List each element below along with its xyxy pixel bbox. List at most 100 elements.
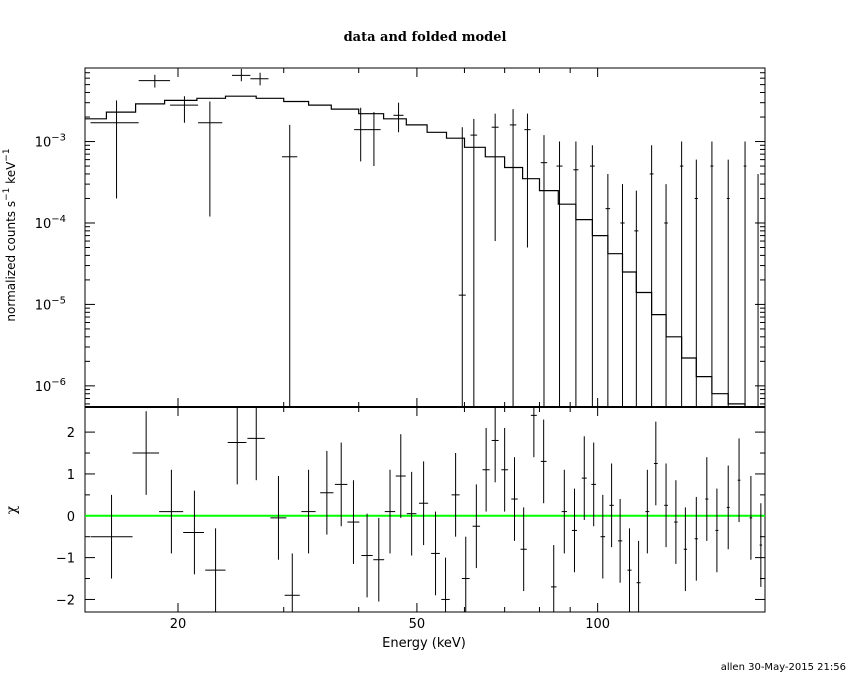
residual-point [472, 484, 481, 569]
residual-point [441, 557, 450, 612]
residual-y-tick-label: −1 [56, 552, 75, 567]
residual-point [520, 507, 527, 592]
data-point [694, 159, 698, 407]
data-point [524, 113, 531, 248]
x-tick-label: 100 [585, 617, 610, 632]
residual-point [540, 419, 547, 504]
residual-y-tick-label: 2 [67, 426, 75, 441]
y-tick-label: 10−3 [35, 133, 66, 151]
residual-y-tick-label: −2 [56, 593, 75, 608]
y-axis-label: normalized counts s−1 keV−1 [2, 148, 18, 321]
residual-point [600, 494, 606, 579]
residual-point [664, 463, 668, 548]
residual-point [334, 442, 348, 527]
data-point [231, 68, 251, 82]
residual-y-tick-label: 0 [67, 510, 75, 525]
data-point [250, 72, 269, 86]
residual-point [627, 528, 632, 612]
data-point [573, 141, 579, 407]
data-point [367, 112, 381, 167]
residual-point [683, 507, 688, 592]
residual-point [581, 436, 587, 520]
residual-point [132, 411, 160, 495]
data-point [710, 141, 714, 407]
model-step-curve [85, 95, 765, 408]
residual-point [395, 434, 406, 518]
data-point [726, 159, 730, 407]
data-point [170, 96, 199, 123]
data-point [589, 145, 595, 407]
residual-point [301, 469, 316, 554]
data-point [540, 135, 548, 407]
data-point [605, 173, 611, 407]
residual-point [461, 536, 470, 612]
data-point [354, 107, 368, 162]
data-point [509, 109, 517, 407]
data-point [90, 100, 139, 199]
chart-title: data and folded model [343, 30, 507, 45]
residual-y-axis-label: χ [4, 505, 20, 514]
residual-point [373, 517, 385, 602]
x-tick-label: 50 [409, 617, 426, 632]
residual-point [759, 503, 763, 587]
x-axis-label: Energy (keV) [382, 636, 466, 651]
residual-point [550, 545, 557, 612]
residual-point [384, 469, 396, 554]
data-point [281, 124, 298, 407]
residual-point [705, 457, 709, 541]
data-point [491, 113, 499, 242]
residual-point [653, 421, 658, 506]
residual-point [591, 442, 597, 527]
data-point [393, 102, 404, 133]
data-point [743, 141, 747, 407]
residual-point [617, 499, 623, 583]
residual-point [737, 438, 741, 523]
residual-point [418, 461, 429, 546]
data-point [634, 190, 639, 407]
residual-point [636, 540, 641, 612]
data-point [649, 145, 654, 407]
residual-y-tick-label: 1 [67, 468, 75, 483]
residual-point [715, 488, 719, 573]
footer-timestamp: allen 30-May-2015 21:56 [720, 662, 846, 673]
residual-point [159, 469, 184, 554]
residual-point [726, 465, 730, 550]
residual-point [406, 471, 417, 556]
data-point [679, 141, 684, 407]
residual-point [361, 513, 373, 598]
residual-point [247, 407, 265, 481]
residual-point [183, 490, 205, 575]
residual-point [320, 450, 334, 535]
x-tick-label: 20 [170, 617, 187, 632]
residual-point [90, 494, 133, 579]
data-point [620, 184, 625, 407]
residual-point [674, 480, 678, 564]
residual-point [694, 496, 698, 581]
residual-point [530, 407, 537, 458]
data-point [470, 118, 478, 407]
residual-point [284, 553, 300, 612]
data-point [198, 101, 223, 217]
residual-point [347, 480, 360, 564]
data-point [138, 74, 171, 88]
residual-point [561, 469, 567, 554]
residual-point [205, 528, 226, 612]
residual-point [270, 476, 287, 560]
residual-point [491, 407, 499, 483]
data-point [756, 173, 760, 407]
residual-point [749, 476, 753, 560]
residual-point [482, 427, 490, 512]
y-tick-label: 10−4 [35, 214, 66, 232]
residual-point [431, 511, 440, 596]
data-point [664, 184, 668, 407]
residual-point [511, 457, 518, 541]
residual-point [501, 427, 508, 512]
residual-point [609, 463, 614, 548]
y-tick-label: 10−5 [35, 295, 66, 313]
top-panel-frame [84, 67, 766, 408]
y-tick-label: 10−6 [35, 377, 66, 395]
residual-point [451, 453, 460, 537]
residual-panel-frame [84, 406, 766, 613]
residual-point [227, 407, 247, 485]
